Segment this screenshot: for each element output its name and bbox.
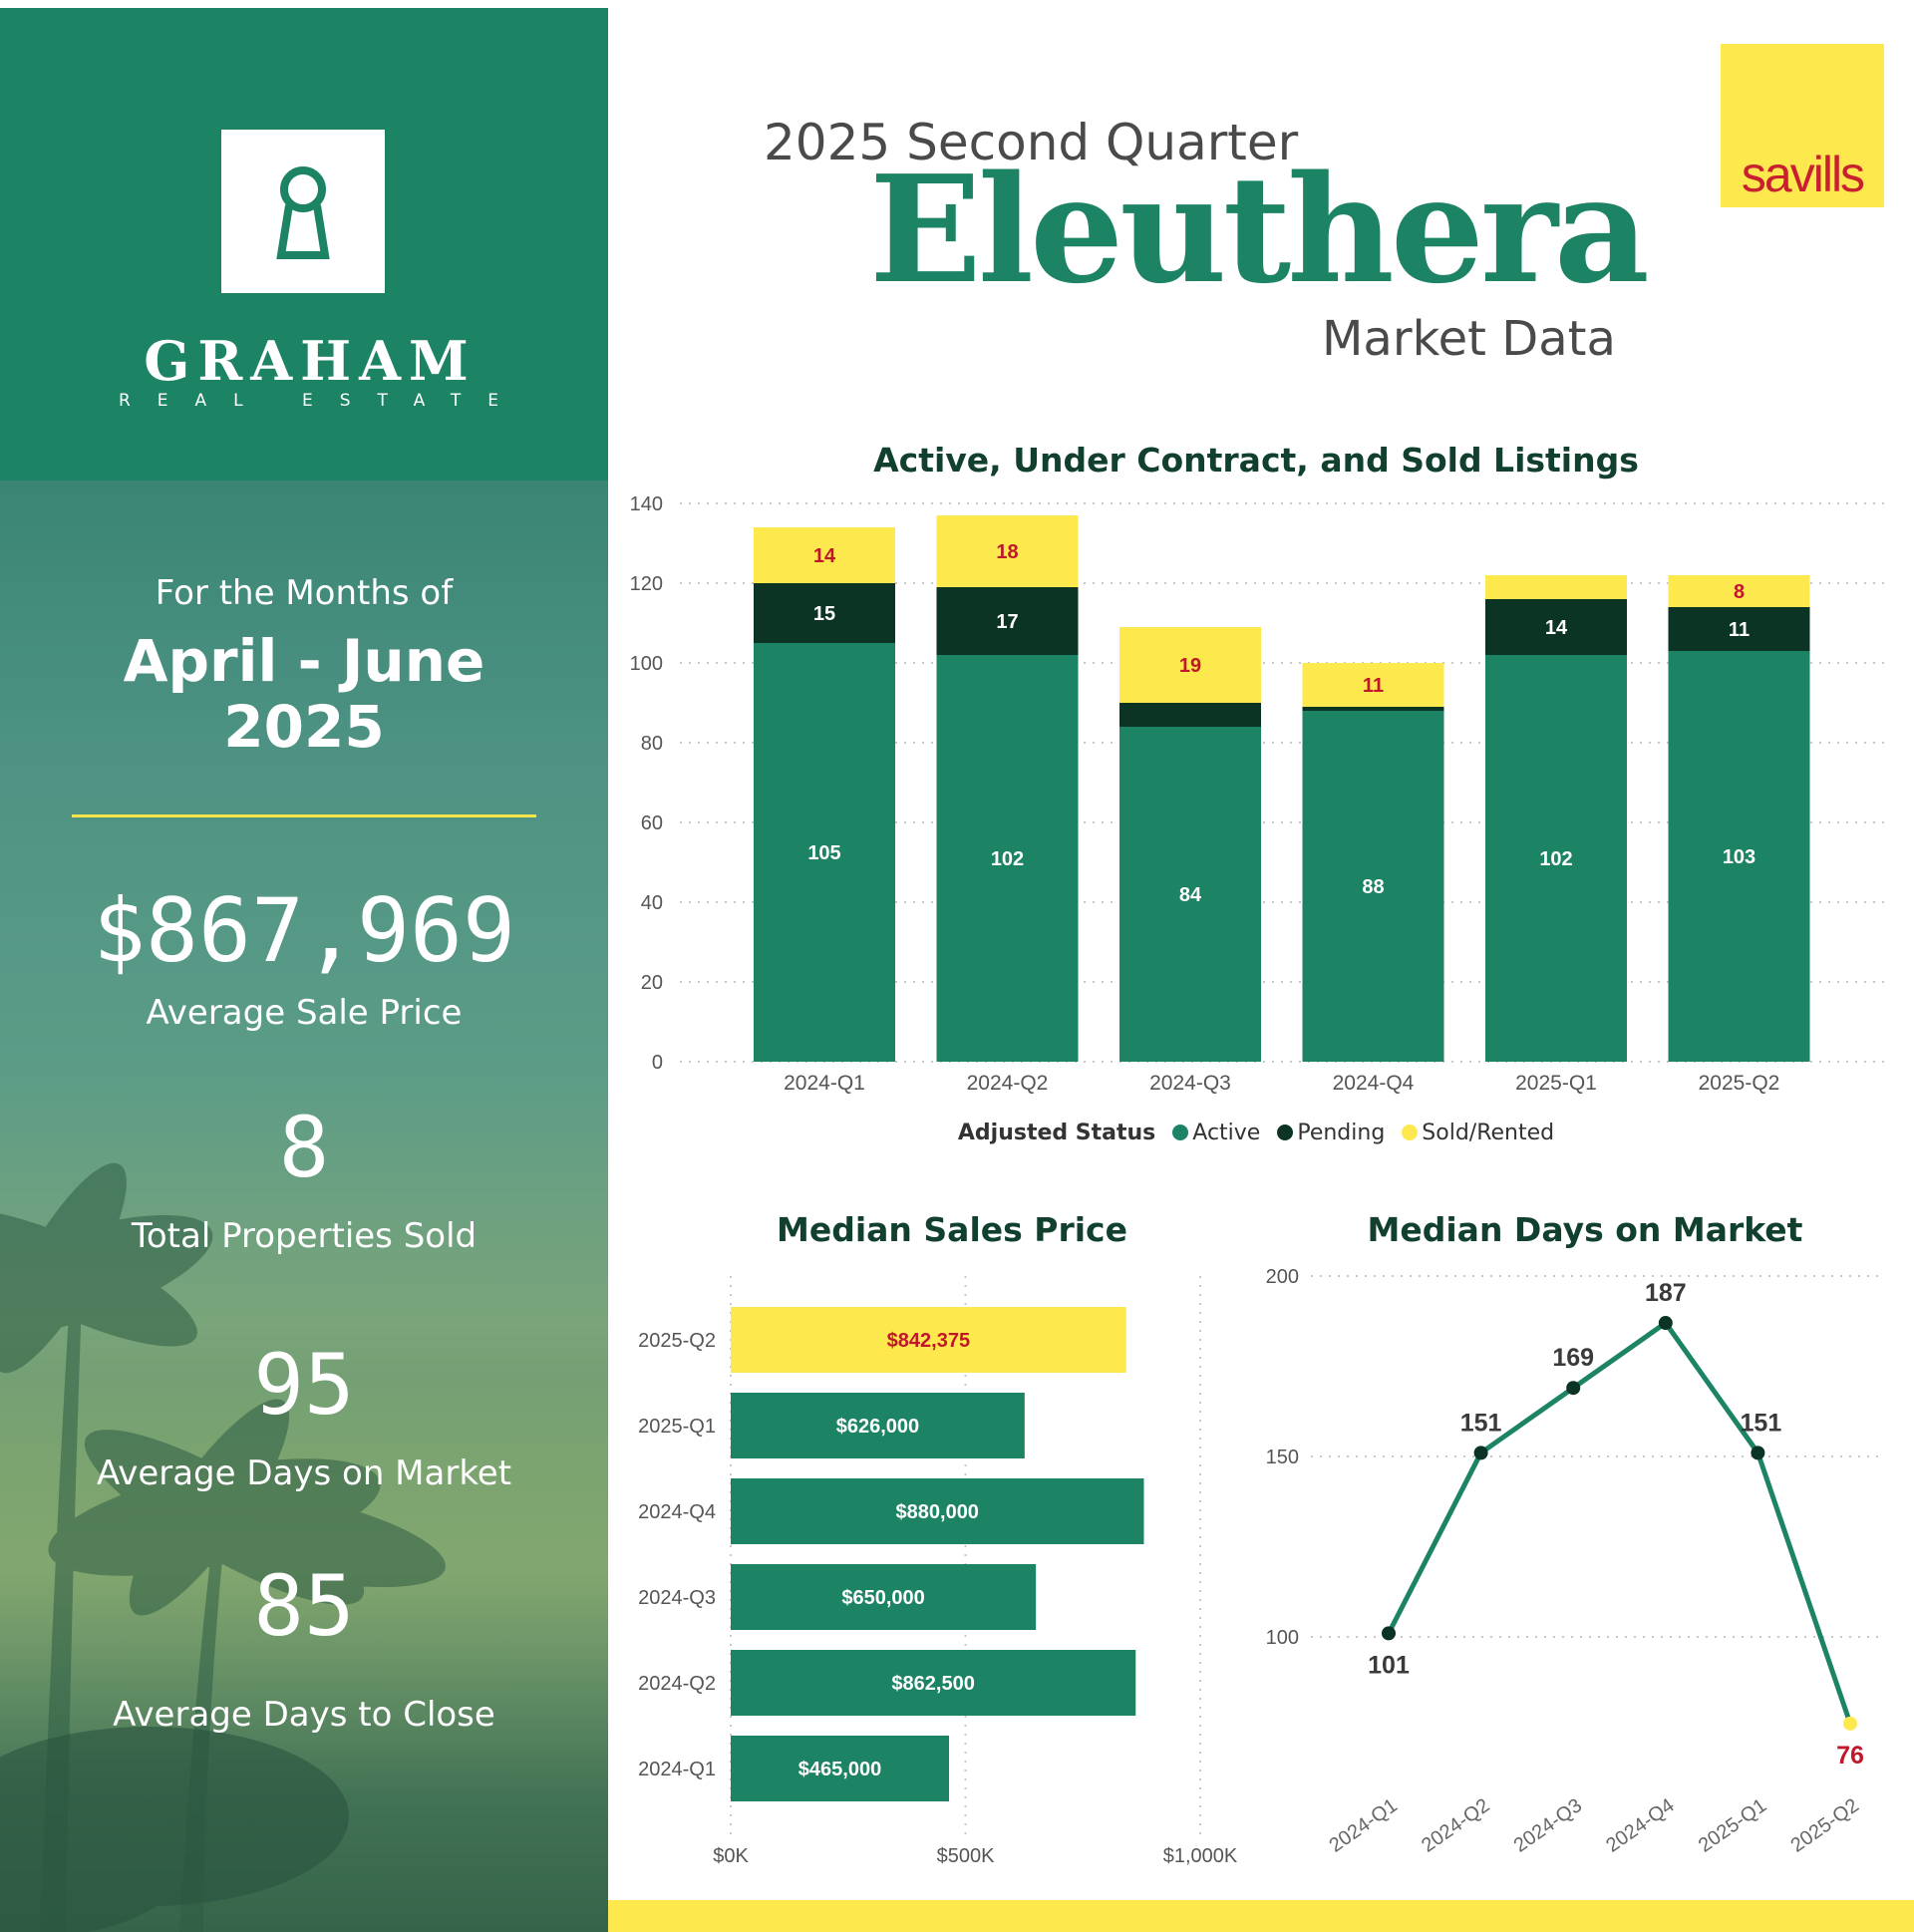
total-sold-label: Total Properties Sold <box>131 1216 478 1256</box>
avg-sale-price-label: Average Sale Price <box>146 993 463 1033</box>
legend-item-active: Active <box>1162 1121 1260 1145</box>
savills-logo: savills <box>1721 44 1884 207</box>
bar-data-label: 88 <box>1362 876 1384 898</box>
x-tick-label: 2024-Q4 <box>1333 1072 1415 1095</box>
palm-background <box>0 481 608 1932</box>
months-range: April - June 2025 <box>0 628 608 760</box>
bar-segment-sold-rented <box>1119 627 1261 703</box>
bar-segment-pending <box>1485 599 1627 655</box>
x-tick-label: 2025-Q2 <box>1699 1072 1780 1095</box>
bar-data-label: 102 <box>991 848 1024 870</box>
y-tick-label: 60 <box>641 812 663 834</box>
bar-segment-active <box>1302 711 1444 1062</box>
price-chart-title: Median Sales Price <box>777 1210 1127 1249</box>
bar-segment-sold-rented <box>1668 575 1810 607</box>
bar-segment-active <box>754 643 895 1062</box>
report-type: Market Data <box>1322 311 1616 367</box>
legend-dot-pending <box>1277 1125 1294 1140</box>
bar-data-label: 105 <box>807 842 840 864</box>
bar-segment-pending <box>936 587 1079 655</box>
total-sold-value: 8 <box>278 1099 330 1196</box>
bar-segment-active <box>1668 651 1810 1062</box>
bar-data-label: 19 <box>1179 655 1201 677</box>
bar-segment-pending <box>1668 607 1810 651</box>
bar-segment-sold-rented <box>1302 663 1444 707</box>
bottom-accent-bar <box>608 1900 1914 1932</box>
bar-segment-sold-rented <box>1485 575 1627 599</box>
months-year-text: 2025 <box>223 693 385 761</box>
avg-days-close-label: Average Days to Close <box>113 1695 495 1735</box>
y-tick-label: 20 <box>641 972 663 994</box>
bar-data-label: 11 <box>1729 619 1750 641</box>
avg-sale-price-value: $867,969 <box>93 879 515 982</box>
bar-data-label: 84 <box>1179 884 1202 906</box>
y-tick-label: 140 <box>630 493 663 515</box>
x-tick-label: 2024-Q3 <box>1149 1072 1231 1095</box>
brand-block: GRAHAM REAL ESTATE <box>0 8 608 481</box>
brand-tagline: REAL ESTATE <box>118 391 526 411</box>
x-tick-label: 2024-Q2 <box>967 1072 1049 1095</box>
keyhole-logo <box>221 130 385 293</box>
bar-data-label: 103 <box>1723 846 1755 868</box>
x-tick-label: 2024-Q1 <box>784 1072 865 1095</box>
listings-legend: Adjusted Status Active Pending Sold/Rent… <box>608 1121 1904 1145</box>
bar-segment-sold-rented <box>754 527 895 583</box>
bar-segment-pending <box>1119 703 1261 727</box>
bar-segment-sold-rented <box>936 515 1079 587</box>
savills-logo-text: savills <box>1741 147 1865 202</box>
bar-segment-active <box>936 655 1079 1062</box>
keyhole-icon <box>276 166 330 259</box>
bar-data-label: 17 <box>996 611 1018 633</box>
y-tick-label: 120 <box>630 573 663 595</box>
region-title: Eleuthera <box>869 143 1650 316</box>
brand-name: GRAHAM <box>144 329 477 393</box>
listings-chart-title: Active, Under Contract, and Sold Listing… <box>873 441 1639 480</box>
left-panel: GRAHAM REAL ESTATE For the Months of <box>0 0 608 1932</box>
yellow-divider <box>72 814 536 817</box>
y-tick-label: 40 <box>641 892 663 914</box>
y-tick-label: 0 <box>652 1052 663 1074</box>
bar-data-label: 14 <box>1545 617 1568 639</box>
legend-title: Adjusted Status <box>957 1121 1156 1145</box>
y-tick-label: 80 <box>641 733 663 755</box>
x-tick-label: 2025-Q1 <box>1515 1072 1597 1095</box>
bar-data-label: 102 <box>1539 848 1572 870</box>
months-label: For the Months of <box>155 573 454 613</box>
y-tick-label: 100 <box>630 653 663 675</box>
bar-segment-pending <box>1302 707 1444 711</box>
legend-label-sold: Sold/Rented <box>1422 1121 1555 1145</box>
bar-segment-active <box>1485 655 1627 1062</box>
bar-data-label: 8 <box>1734 581 1745 603</box>
legend-label-active: Active <box>1192 1121 1261 1145</box>
legend-dot-active <box>1172 1125 1189 1140</box>
bar-data-label: 15 <box>813 603 835 625</box>
avg-days-market-label: Average Days on Market <box>96 1453 512 1493</box>
bar-segment-active <box>1119 727 1261 1062</box>
avg-days-market-value: 95 <box>253 1336 355 1434</box>
bar-data-label: 14 <box>813 545 836 567</box>
legend-label-pending: Pending <box>1297 1121 1386 1145</box>
months-range-text: April - June <box>123 627 485 695</box>
bar-data-label: 11 <box>1363 675 1384 697</box>
legend-item-pending: Pending <box>1267 1121 1385 1145</box>
palm-silhouette-icon <box>0 1162 446 1932</box>
report-subtitle: 2025 Second Quarter <box>764 114 1299 171</box>
legend-item-sold: Sold/Rented <box>1392 1121 1554 1145</box>
bar-data-label: 18 <box>996 541 1018 563</box>
bar-segment-pending <box>754 583 895 643</box>
legend-dot-sold <box>1402 1125 1419 1140</box>
avg-days-close-value: 85 <box>253 1557 355 1655</box>
dom-chart-title: Median Days on Market <box>1367 1210 1803 1249</box>
